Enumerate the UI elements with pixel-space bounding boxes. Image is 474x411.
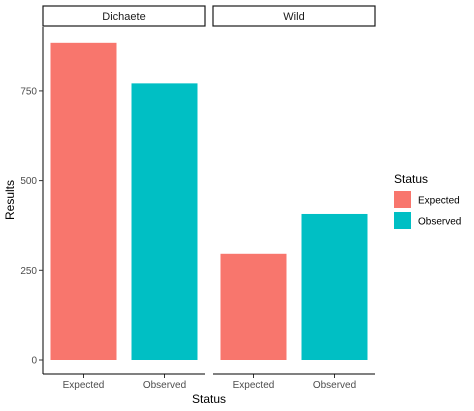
legend: Status Expected Observed <box>394 172 461 229</box>
y-axis-title: Results <box>3 180 17 220</box>
legend-title: Status <box>394 172 428 186</box>
legend-label-expected: Expected <box>418 196 460 207</box>
x-tick-label: Observed <box>143 380 186 391</box>
facet-strip <box>42 5 206 27</box>
bar-wild-expected <box>220 253 287 360</box>
facet-panel-wild: Wild Expected Observed <box>212 5 376 391</box>
x-axis-title: Status <box>192 392 226 406</box>
y-axis: 0 250 500 750 <box>20 86 43 367</box>
bar-dichaete-observed <box>131 83 198 360</box>
y-tick-label: 750 <box>20 86 37 97</box>
legend-key-expected <box>394 191 411 208</box>
facet-strip-label: Wild <box>283 11 304 23</box>
facet-strip <box>212 5 376 27</box>
facet-panels: Dichaete Expected Observed Wild Expected Obse… <box>42 5 376 391</box>
x-tick-label: Expected <box>63 380 105 391</box>
y-tick-label: 0 <box>31 356 37 367</box>
x-tick-label: Observed <box>313 380 356 391</box>
facet-panel-dichaete: Dichaete Expected Observed <box>42 5 206 391</box>
x-tick-label: Expected <box>233 380 275 391</box>
legend-label-observed: Observed <box>418 217 461 228</box>
facet-strip-label: Dichaete <box>102 11 145 23</box>
y-tick-label: 250 <box>20 266 37 277</box>
legend-key-observed <box>394 212 411 229</box>
y-tick-label: 500 <box>20 176 37 187</box>
bar-dichaete-expected <box>50 42 117 360</box>
bar-wild-observed <box>301 213 368 360</box>
